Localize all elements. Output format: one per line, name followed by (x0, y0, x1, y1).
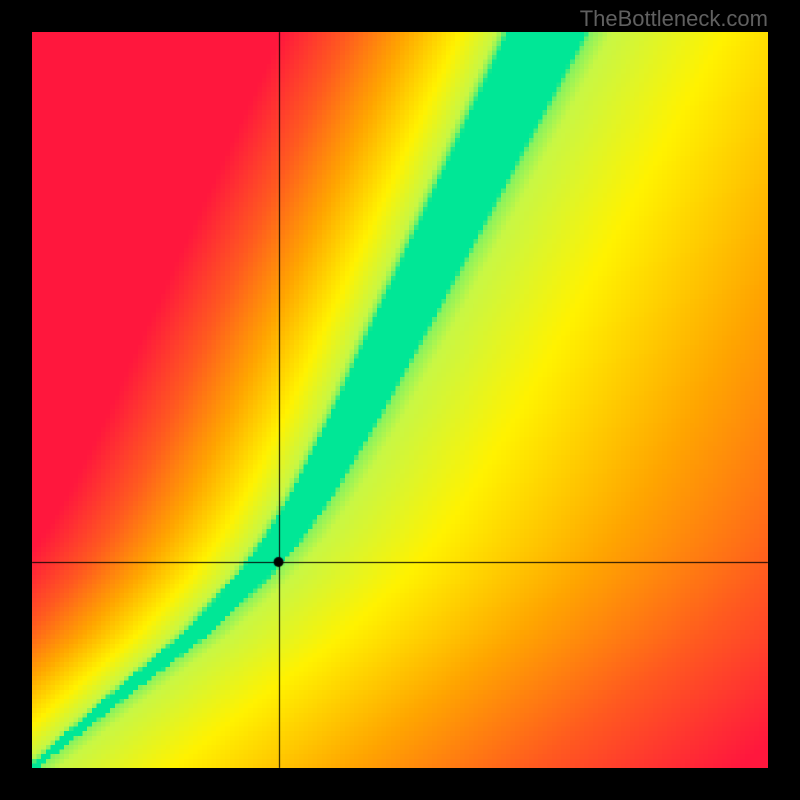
chart-container: TheBottleneck.com (0, 0, 800, 800)
bottleneck-heatmap (32, 32, 768, 768)
watermark-text: TheBottleneck.com (580, 6, 768, 32)
